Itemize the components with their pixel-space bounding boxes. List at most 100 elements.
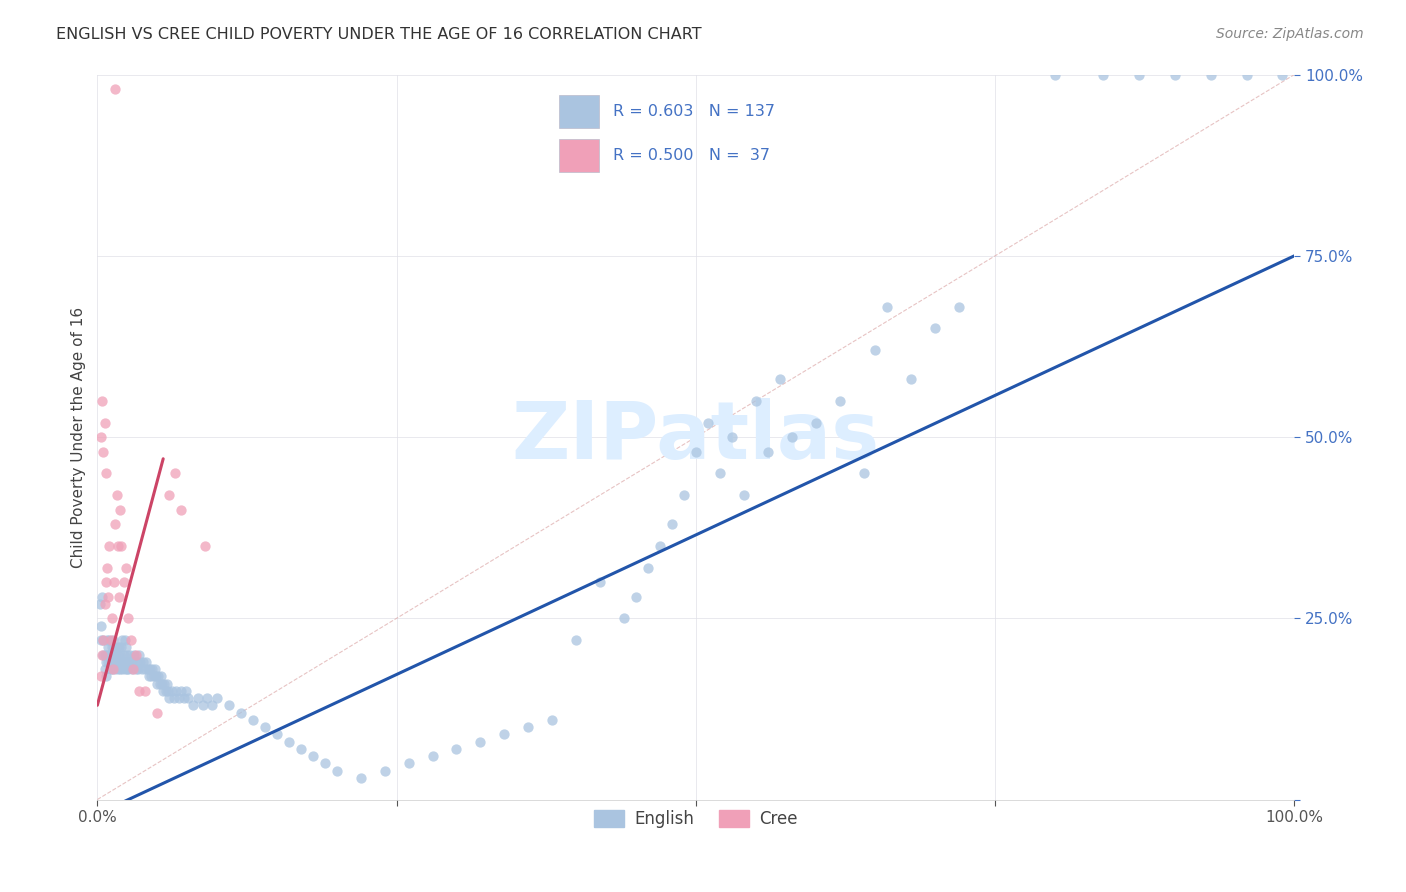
Point	[134, 683, 156, 698]
Point	[115, 655, 138, 669]
Point	[122, 662, 145, 676]
Point	[170, 683, 193, 698]
Point	[132, 655, 155, 669]
Point	[131, 662, 153, 676]
Point	[115, 560, 138, 574]
Point	[1164, 68, 1187, 82]
Point	[120, 633, 142, 648]
Point	[780, 430, 803, 444]
Point	[97, 590, 120, 604]
Point	[218, 698, 240, 713]
Point	[745, 393, 768, 408]
Point	[1091, 68, 1114, 82]
Point	[117, 662, 139, 676]
Point	[112, 574, 135, 589]
Point	[91, 648, 114, 662]
Point	[398, 756, 420, 771]
Point	[104, 82, 127, 96]
Point	[661, 516, 683, 531]
Point	[709, 467, 731, 481]
Point	[100, 611, 122, 625]
Point	[517, 720, 540, 734]
Point	[648, 539, 671, 553]
Point	[173, 691, 195, 706]
Point	[91, 393, 114, 408]
Point	[94, 467, 117, 481]
Point	[314, 756, 336, 771]
Point	[118, 648, 141, 662]
Point	[720, 430, 742, 444]
Point	[149, 669, 172, 683]
Point	[494, 727, 516, 741]
Point	[96, 648, 118, 662]
Point	[153, 676, 176, 690]
Point	[253, 720, 276, 734]
Point	[139, 662, 162, 676]
Point	[865, 343, 887, 357]
Point	[948, 300, 970, 314]
Point	[290, 741, 312, 756]
Point	[277, 734, 299, 748]
Point	[108, 502, 131, 516]
Point	[165, 467, 187, 481]
Point	[93, 648, 115, 662]
Point	[229, 706, 252, 720]
Point	[93, 416, 115, 430]
Point	[103, 655, 125, 669]
Point	[104, 516, 127, 531]
Point	[111, 633, 134, 648]
Point	[446, 741, 468, 756]
Point	[94, 655, 117, 669]
Point	[589, 574, 612, 589]
Point	[89, 597, 111, 611]
Point	[105, 640, 128, 655]
Point	[94, 669, 117, 683]
Point	[733, 488, 755, 502]
Text: ENGLISH VS CREE CHILD POVERTY UNDER THE AGE OF 16 CORRELATION CHART: ENGLISH VS CREE CHILD POVERTY UNDER THE …	[56, 27, 702, 42]
Point	[114, 633, 136, 648]
Point	[117, 648, 139, 662]
Point	[149, 676, 172, 690]
Point	[91, 590, 114, 604]
Point	[148, 669, 170, 683]
Point	[672, 488, 695, 502]
Point	[125, 655, 148, 669]
Point	[146, 706, 169, 720]
Point	[136, 662, 159, 676]
Point	[177, 691, 200, 706]
Point	[201, 698, 224, 713]
Legend: English, Cree: English, Cree	[588, 803, 804, 835]
Point	[756, 444, 779, 458]
Point	[565, 633, 588, 648]
Point	[111, 662, 134, 676]
Point	[117, 655, 139, 669]
Point	[769, 372, 792, 386]
Point	[350, 771, 373, 785]
Point	[135, 655, 157, 669]
Point	[101, 633, 124, 648]
Y-axis label: Child Poverty Under the Age of 16: Child Poverty Under the Age of 16	[72, 307, 86, 567]
Point	[98, 648, 121, 662]
Point	[145, 669, 167, 683]
Point	[155, 683, 177, 698]
Point	[108, 590, 131, 604]
Point	[100, 662, 122, 676]
Point	[94, 574, 117, 589]
Point	[100, 640, 122, 655]
Point	[114, 662, 136, 676]
Point	[157, 488, 180, 502]
Point	[157, 691, 180, 706]
Point	[374, 764, 396, 778]
Point	[110, 640, 132, 655]
Point	[685, 444, 707, 458]
Point	[422, 749, 444, 764]
Text: ZIPatlas: ZIPatlas	[512, 398, 880, 476]
Point	[127, 662, 149, 676]
Point	[124, 648, 146, 662]
Point	[197, 691, 219, 706]
Point	[242, 713, 264, 727]
Point	[852, 467, 875, 481]
Point	[134, 662, 156, 676]
Point	[101, 648, 124, 662]
Point	[90, 633, 112, 648]
